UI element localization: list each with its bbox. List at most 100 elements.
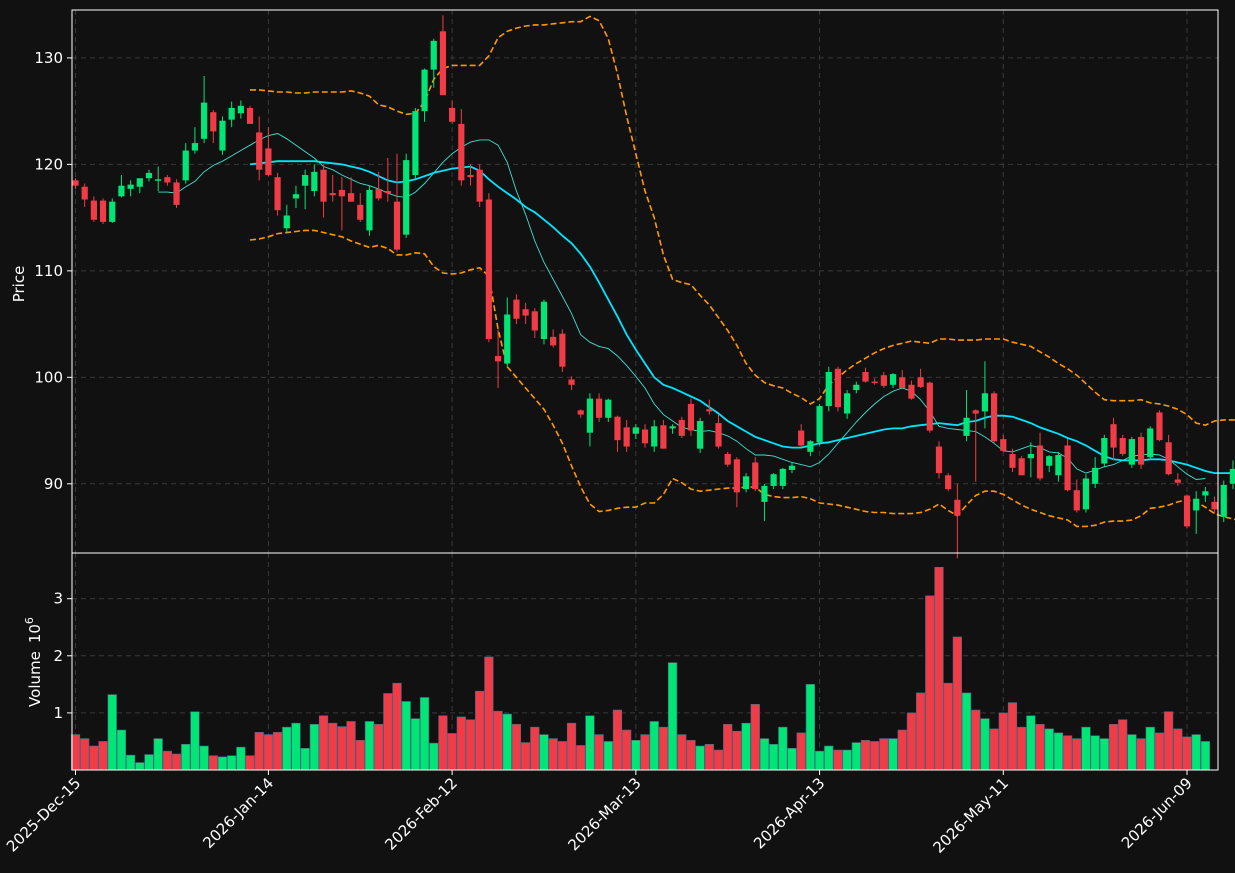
- candle-body: [596, 398, 603, 418]
- volume-bar: [1044, 728, 1054, 771]
- candle-body: [1193, 498, 1200, 511]
- volume-bar: [1191, 734, 1201, 771]
- volume-bar: [787, 747, 797, 771]
- candle-body: [871, 381, 878, 384]
- volume-bar: [879, 738, 889, 771]
- volume-bar: [888, 738, 898, 771]
- volume-bar: [603, 741, 613, 771]
- volume-axis-exponent: 6: [23, 617, 36, 624]
- candle-body: [1183, 495, 1191, 527]
- candle-body: [118, 185, 125, 197]
- candle-body: [173, 182, 180, 205]
- candle-body: [770, 474, 777, 486]
- candle-body: [164, 177, 171, 183]
- volume-bar: [502, 713, 512, 771]
- volume-bar: [456, 716, 466, 771]
- candle-body: [256, 132, 263, 170]
- volume-bar: [961, 692, 972, 771]
- volume-bar: [769, 744, 779, 771]
- volume-bar: [1182, 736, 1192, 771]
- volume-bar: [190, 711, 200, 771]
- candle-body: [237, 105, 244, 114]
- volume-bar: [484, 656, 494, 771]
- candle-body: [1073, 490, 1080, 511]
- volume-bar: [548, 738, 558, 771]
- volume-bar: [107, 694, 117, 771]
- candle-body: [1092, 467, 1099, 484]
- candle-body: [1036, 445, 1044, 479]
- candle-body: [926, 382, 933, 431]
- candle-body: [632, 427, 639, 434]
- candle-body: [439, 31, 447, 96]
- volume-bar: [713, 749, 724, 771]
- candle-body: [1220, 484, 1227, 517]
- volume-axis-title: Volume 106: [23, 617, 44, 707]
- volume-bar: [980, 718, 990, 771]
- candle-body: [283, 215, 290, 229]
- volume-bar: [585, 715, 595, 771]
- volume-bar: [1062, 735, 1073, 771]
- volume-bar: [80, 738, 90, 771]
- volume-bar: [346, 721, 356, 771]
- volume-bar: [971, 709, 981, 771]
- volume-bar: [429, 742, 439, 771]
- volume-bar: [814, 750, 825, 771]
- volume-bar: [236, 746, 246, 771]
- candle-body: [697, 420, 704, 449]
- volume-bar: [1072, 738, 1082, 771]
- candle-body: [311, 171, 318, 191]
- price-tick-label: 110: [34, 262, 63, 280]
- candle-body: [614, 416, 621, 441]
- volume-bar: [227, 755, 237, 771]
- candle-body: [504, 314, 511, 364]
- volume-bar: [667, 662, 678, 771]
- candle-body: [605, 399, 612, 418]
- candle-body: [1064, 445, 1071, 491]
- volume-bar: [355, 740, 365, 771]
- price-tick-label: 120: [34, 155, 63, 173]
- candle-body: [458, 123, 465, 181]
- volume-bar: [1118, 719, 1128, 771]
- price-tick-label: 90: [44, 475, 63, 493]
- candle-body: [155, 179, 162, 181]
- volume-bar: [612, 709, 623, 771]
- candle-body: [752, 462, 759, 490]
- candle-body: [201, 102, 208, 139]
- volume-bar: [282, 726, 292, 771]
- candle-body: [917, 377, 924, 387]
- volume-bar: [153, 738, 163, 771]
- candle-body: [733, 459, 740, 493]
- candle-body: [1110, 424, 1117, 448]
- candle-body: [228, 107, 235, 120]
- volume-bar: [1173, 728, 1183, 771]
- volume-bar: [254, 732, 264, 771]
- candle-body: [761, 485, 768, 502]
- volume-bar: [833, 749, 843, 771]
- candle-body: [1027, 453, 1034, 459]
- volume-bar: [116, 729, 127, 771]
- volume-bar: [263, 734, 274, 771]
- volume-bar: [126, 754, 136, 771]
- volume-bar: [824, 745, 834, 771]
- volume-tick-label: 3: [53, 590, 63, 608]
- volume-bar: [576, 745, 586, 771]
- volume-bar: [539, 734, 549, 771]
- volume-bar: [465, 719, 476, 771]
- price-axis-title: Price: [10, 266, 28, 303]
- candle-body: [1018, 458, 1025, 476]
- volume-bar: [658, 726, 669, 771]
- candle-body: [145, 172, 153, 179]
- candle-body: [586, 398, 594, 433]
- candle-body: [421, 69, 428, 112]
- volume-bar: [475, 690, 485, 771]
- volume-bar: [741, 722, 751, 771]
- candle-body: [788, 465, 796, 470]
- candle-body: [540, 301, 548, 339]
- candle-body: [81, 186, 88, 200]
- volume-bar: [1053, 732, 1064, 771]
- candle-body: [485, 199, 492, 339]
- candle-body: [109, 201, 116, 222]
- candle-body: [329, 193, 336, 196]
- volume-tick-label: 2: [53, 647, 63, 665]
